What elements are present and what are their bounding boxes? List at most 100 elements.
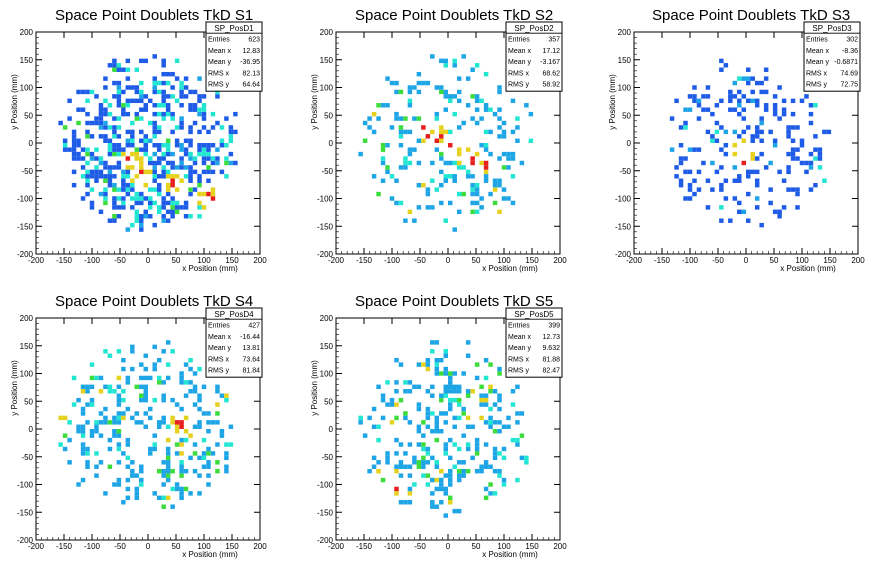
heatmap-cell: [197, 200, 202, 206]
heatmap-cell: [94, 375, 99, 381]
heatmap-cell: [696, 103, 702, 108]
heatmap-cell: [741, 129, 746, 135]
chart-title: Space Point Doublets TkD S3: [652, 7, 850, 24]
heatmap-cell: [483, 174, 489, 179]
heatmap-cell: [170, 214, 175, 219]
y-axis-label: y Position (mm): [10, 74, 19, 130]
x-tick-label: -50: [414, 542, 426, 551]
heatmap-cell: [76, 397, 81, 403]
heatmap-cell: [781, 107, 787, 112]
heatmap-cell: [85, 460, 90, 465]
heatmap-cell: [134, 384, 140, 390]
heatmap-cell: [737, 103, 742, 108]
heatmap-cell: [425, 406, 431, 412]
heatmap-cell: [394, 380, 399, 385]
heatmap-cell: [139, 58, 144, 64]
heatmap-cell: [201, 464, 207, 469]
heatmap-cell: [197, 76, 202, 81]
heatmap-cell: [407, 98, 413, 104]
x-tick-label: 0: [744, 256, 749, 265]
stats-label: Mean y: [508, 59, 531, 66]
heatmap-cell: [94, 116, 99, 121]
heatmap-cell: [152, 160, 157, 166]
heatmap-cell: [443, 451, 448, 456]
heatmap-cell: [804, 94, 809, 99]
heatmap-cell: [817, 165, 823, 170]
heatmap-cell: [152, 222, 157, 228]
y-tick-label: -150: [317, 222, 334, 231]
heatmap-cell: [89, 205, 95, 210]
x-tick-label: 200: [851, 256, 865, 265]
heatmap-cell: [515, 477, 520, 483]
stats-value: 82.47: [542, 368, 560, 375]
heatmap-cell: [389, 125, 395, 130]
heatmap-cell: [479, 143, 484, 148]
heatmap-cell: [434, 187, 440, 192]
heatmap-cell: [197, 182, 202, 188]
heatmap-cell: [179, 460, 184, 465]
x-tick-label: -150: [356, 542, 373, 551]
heatmap-cell: [448, 406, 453, 412]
heatmap-cell: [786, 134, 791, 139]
heatmap-cell: [152, 54, 157, 59]
x-tick-label: 100: [497, 542, 511, 551]
heatmap-cell: [85, 191, 90, 197]
heatmap-cell: [732, 94, 738, 99]
heatmap-cell: [179, 406, 184, 412]
heatmap-cell: [121, 151, 126, 157]
heatmap-cell: [394, 491, 399, 496]
heatmap-cell: [434, 504, 440, 509]
heatmap-cell: [714, 129, 720, 135]
heatmap-cell: [808, 111, 814, 117]
heatmap-cell: [228, 442, 234, 447]
heatmap-cell: [103, 384, 108, 390]
heatmap-cell: [94, 120, 99, 126]
heatmap-cell: [497, 85, 502, 90]
heatmap-cell: [705, 129, 711, 135]
heatmap-cell: [192, 156, 198, 161]
heatmap-cell: [201, 156, 207, 161]
heatmap-cell: [192, 160, 198, 166]
heatmap-cell: [143, 389, 148, 394]
heatmap-cell: [470, 116, 475, 121]
heatmap-cell: [67, 420, 72, 425]
heatmap-cell: [479, 415, 484, 421]
heatmap-cell: [112, 151, 117, 157]
heatmap-cell: [103, 178, 108, 183]
heatmap-cell: [683, 196, 688, 201]
heatmap-cell: [501, 129, 507, 135]
heatmap-cell: [116, 85, 122, 90]
heatmap-cell: [161, 98, 166, 104]
heatmap-cell: [790, 111, 796, 117]
stats-value: -0.6871: [834, 59, 858, 66]
heatmap-cell: [139, 214, 144, 219]
heatmap-cell: [116, 103, 122, 108]
heatmap-cell: [439, 486, 444, 492]
heatmap-cell: [125, 442, 131, 447]
heatmap-cell: [492, 451, 498, 456]
heatmap-cell: [790, 187, 796, 192]
heatmap-cell: [719, 58, 724, 64]
heatmap-cell: [759, 129, 764, 135]
heatmap-cell: [197, 420, 202, 425]
heatmap-cell: [161, 218, 166, 223]
heatmap-cell: [813, 147, 818, 152]
heatmap-cell: [179, 371, 184, 376]
heatmap-cell: [197, 366, 202, 372]
heatmap-cell: [425, 389, 431, 394]
heatmap-cell: [367, 415, 372, 421]
y-tick-label: -150: [17, 508, 34, 517]
heatmap-cell: [483, 129, 489, 135]
histogram-panel-4: Space Point Doublets TkD S4-200 -150 -100-…: [10, 293, 267, 559]
heatmap-cell: [754, 156, 760, 161]
heatmap-cell: [107, 420, 113, 425]
heatmap-cell: [103, 85, 108, 90]
heatmap-cell: [754, 169, 760, 175]
heatmap-cell: [407, 103, 413, 108]
stats-label: Entries: [806, 37, 828, 44]
heatmap-cell: [125, 76, 131, 81]
heatmap-cell: [116, 393, 122, 398]
heatmap-cell: [165, 340, 171, 345]
heatmap-cell: [170, 182, 175, 188]
stats-value: 357: [548, 37, 560, 44]
